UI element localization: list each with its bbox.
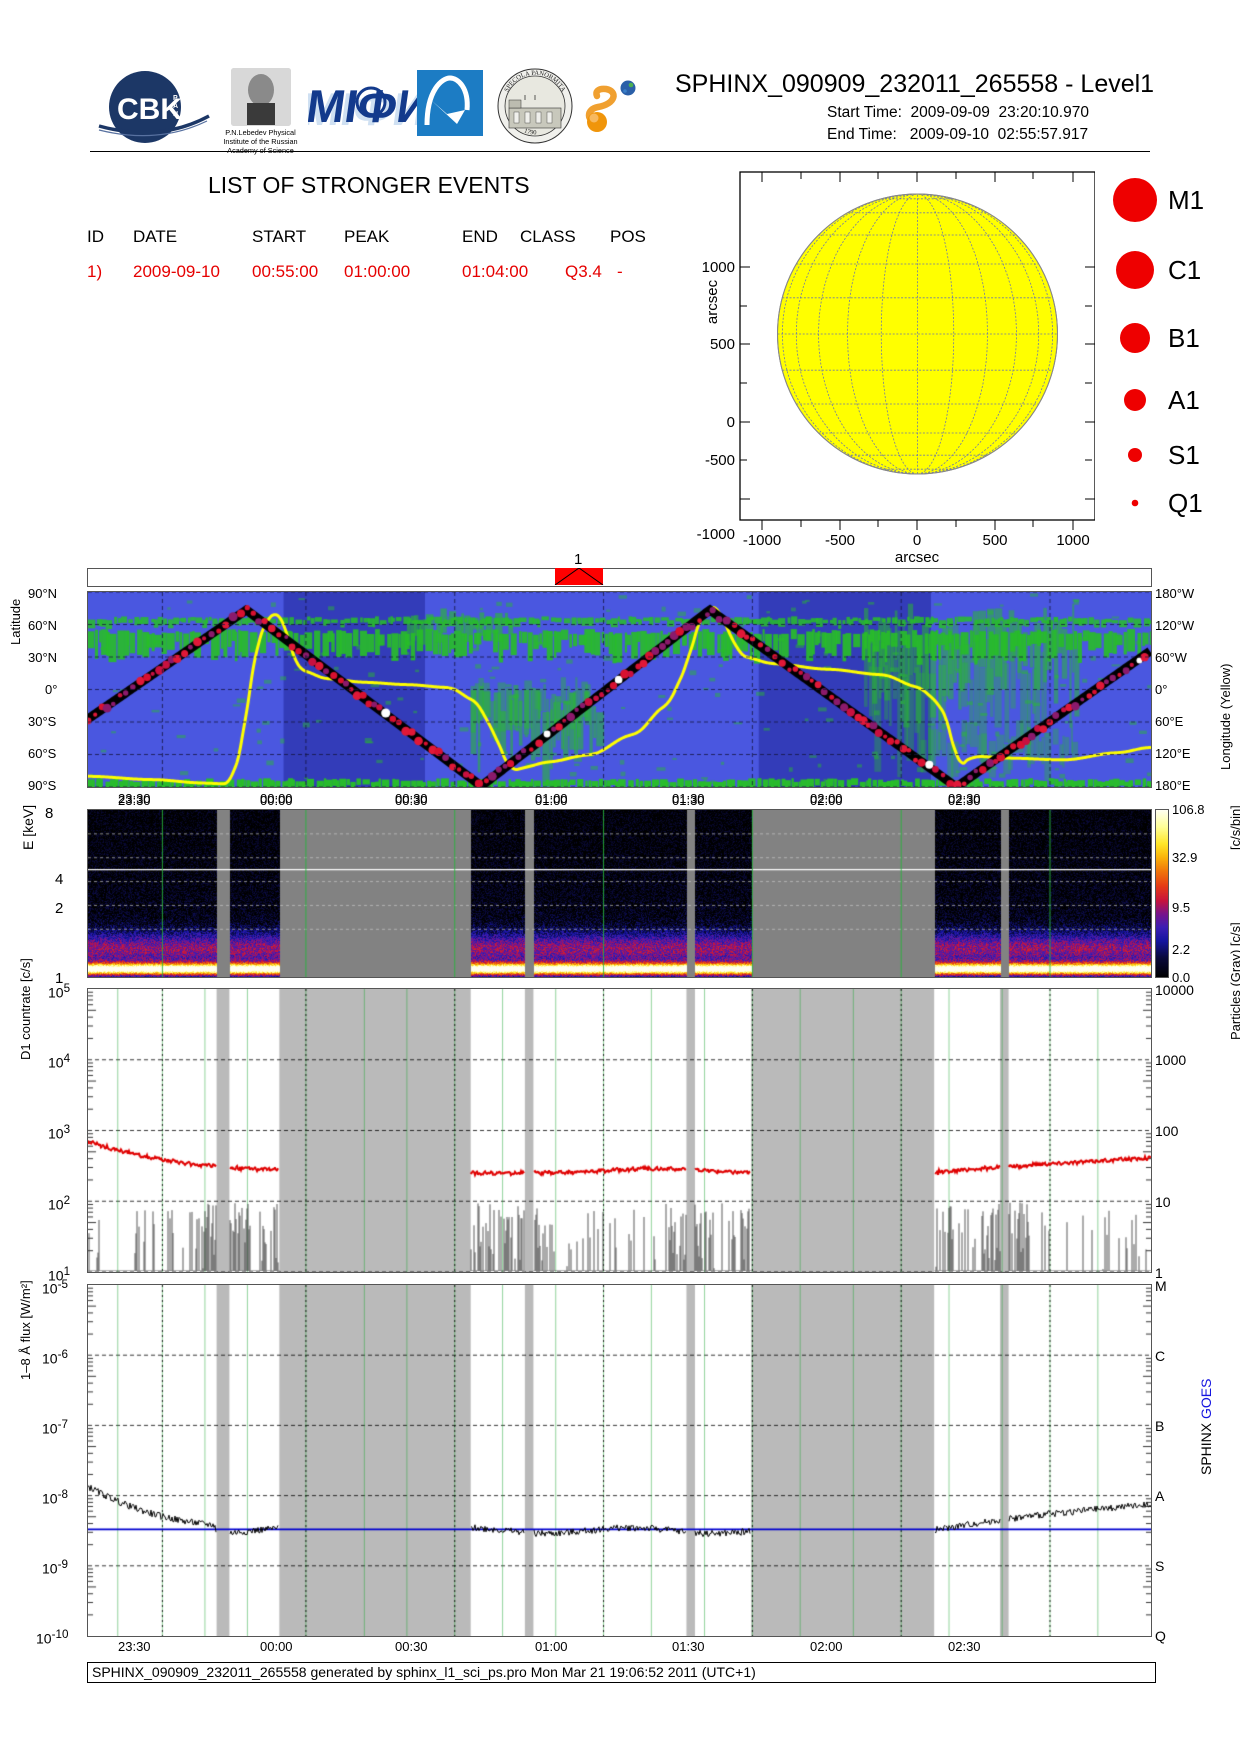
svg-text:-1000: -1000 [743,532,781,549]
svg-text:-1000: -1000 [697,526,735,543]
svg-text:N: N [173,111,178,118]
svg-text:P: P [173,95,178,102]
svg-text:1000: 1000 [702,259,735,276]
svg-text:-500: -500 [825,532,855,549]
svg-text:C1: C1 [1168,255,1201,285]
svg-text:0: 0 [727,414,735,431]
svg-text:S1: S1 [1168,440,1200,470]
svg-text:-500: -500 [705,452,735,469]
svg-text:A: A [173,103,178,110]
svg-text:500: 500 [710,336,735,353]
svg-text:Q1: Q1 [1168,488,1203,518]
svg-text:A1: A1 [1168,385,1200,415]
svg-text:500: 500 [982,532,1007,549]
svg-text:1000: 1000 [1056,532,1089,549]
svg-text:arcsec: arcsec [704,279,721,324]
svg-text:B1: B1 [1168,323,1200,353]
svg-text:0: 0 [913,532,921,549]
svg-text:M1: M1 [1168,185,1204,215]
svg-text:arcsec: arcsec [895,549,940,562]
